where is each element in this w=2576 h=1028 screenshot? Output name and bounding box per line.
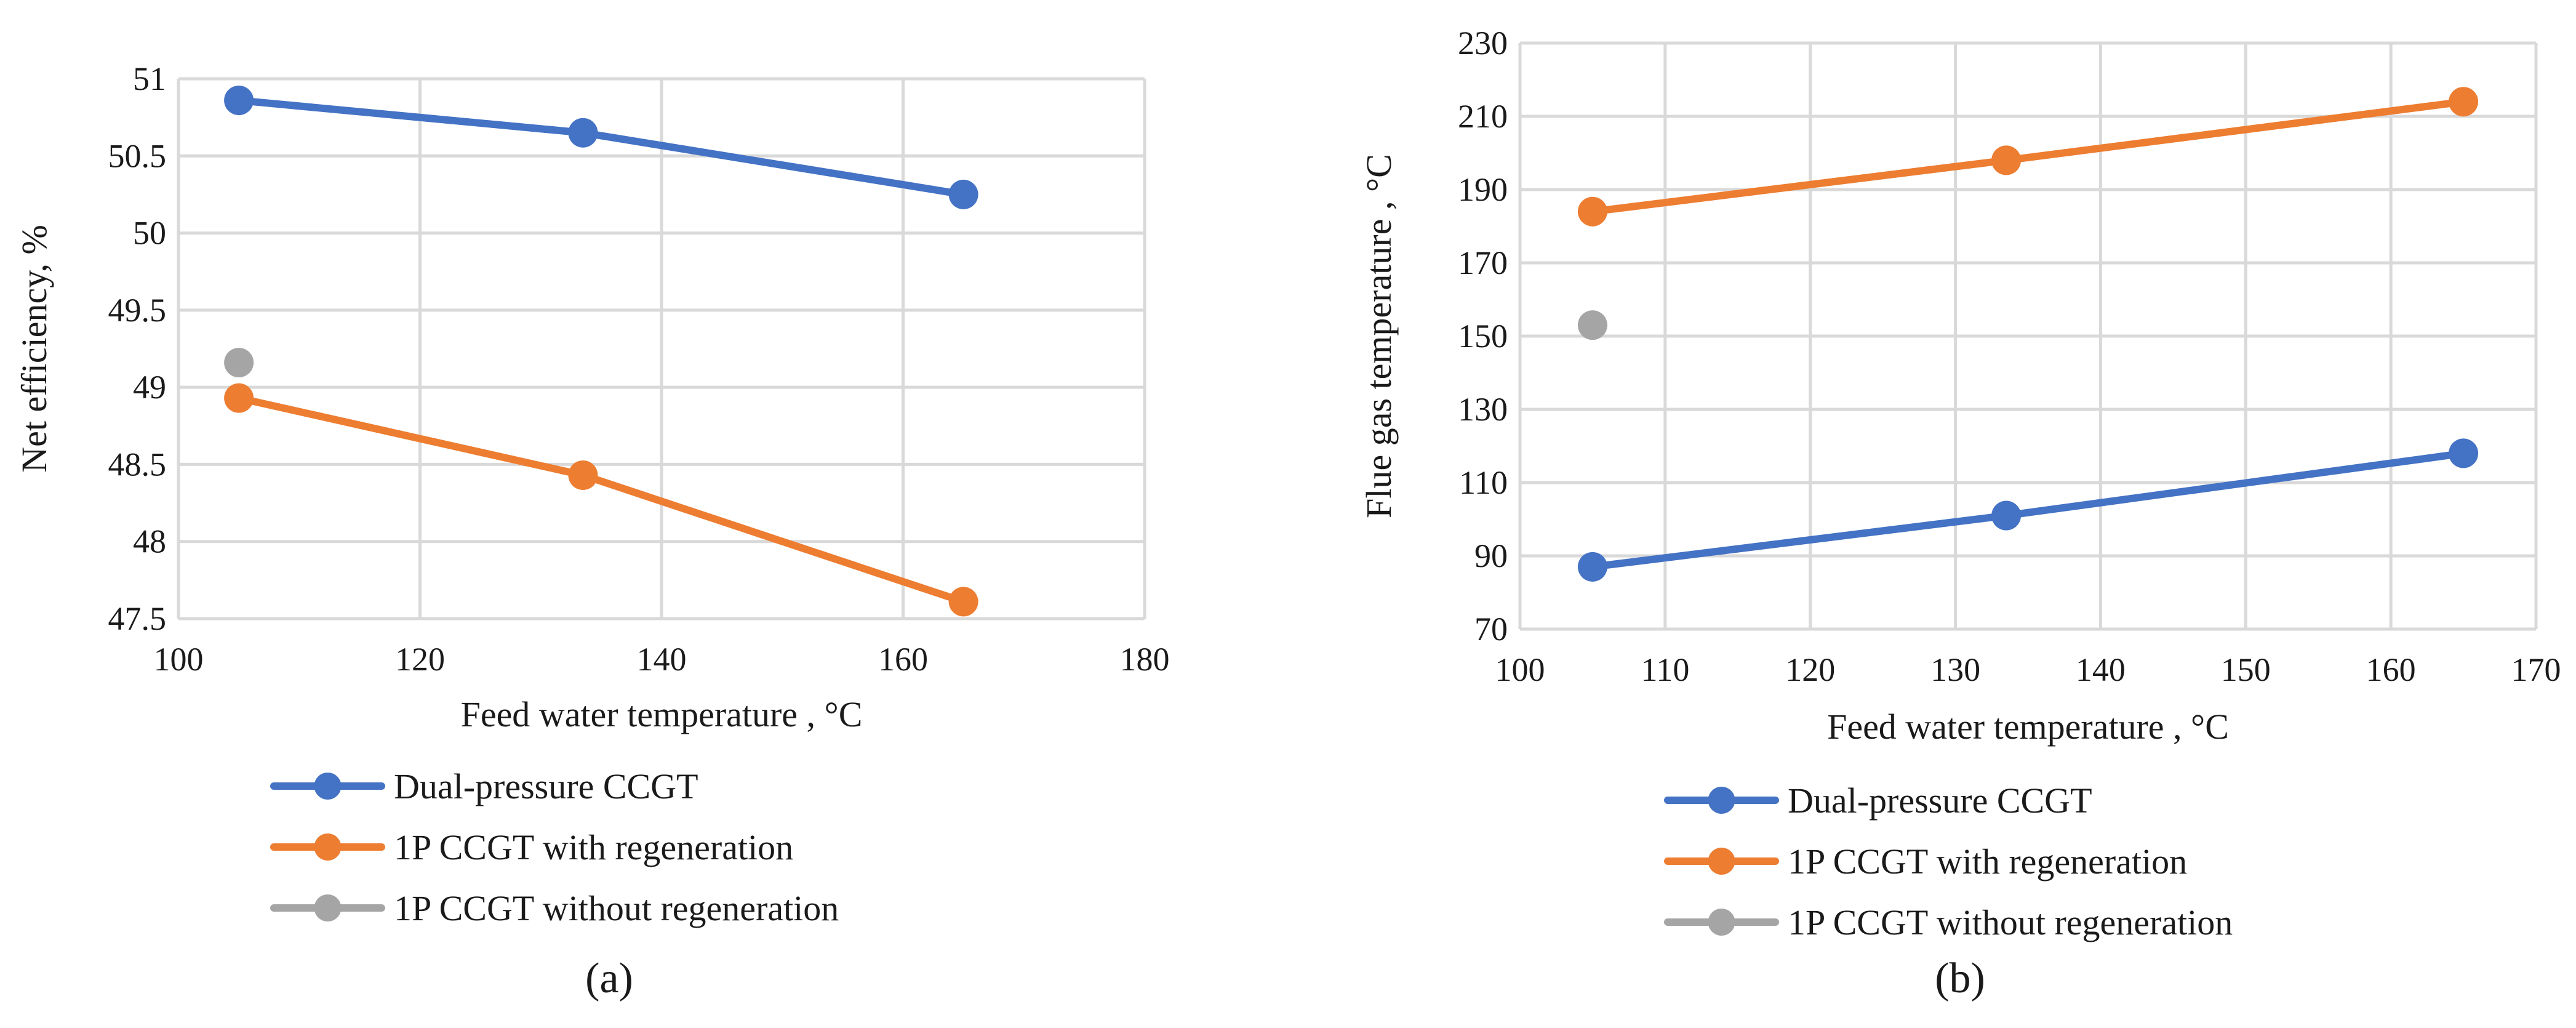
legend-entry: 1P CCGT with regeneration bbox=[1664, 841, 2187, 881]
data-point bbox=[224, 383, 254, 413]
x-axis-title: Feed water temperature , °C bbox=[1827, 707, 2229, 747]
series-line bbox=[235, 97, 967, 198]
y-tick-label: 230 bbox=[1458, 25, 1508, 62]
legend-label: 1P CCGT with regeneration bbox=[394, 827, 793, 867]
legend-marker bbox=[314, 773, 342, 800]
series-0 bbox=[1577, 438, 2479, 582]
legend-label: Dual-pressure CCGT bbox=[1788, 781, 2092, 821]
legend-entry: 1P CCGT without regeneration bbox=[1664, 902, 2233, 942]
data-point bbox=[2449, 87, 2479, 117]
y-tick-label: 49 bbox=[133, 369, 166, 406]
y-tick-label: 170 bbox=[1458, 244, 1508, 281]
legend-marker bbox=[314, 833, 342, 861]
y-tick-label: 48.5 bbox=[108, 446, 167, 483]
data-point bbox=[1577, 196, 1607, 227]
data-point bbox=[568, 460, 598, 490]
y-tick-label: 70 bbox=[1474, 611, 1508, 648]
series-0 bbox=[224, 86, 978, 209]
series-line bbox=[1588, 449, 2468, 571]
x-tick-label: 170 bbox=[2511, 651, 2561, 688]
x-tick-label: 150 bbox=[2221, 651, 2271, 688]
series-line bbox=[1588, 98, 2468, 215]
series-1 bbox=[224, 383, 978, 617]
series-line bbox=[235, 394, 967, 606]
panel-label: (b) bbox=[1935, 955, 1985, 1002]
y-tick-label: 50.5 bbox=[108, 137, 167, 174]
x-tick-label: 120 bbox=[395, 641, 445, 678]
data-point bbox=[224, 348, 254, 378]
y-tick-label: 51 bbox=[133, 60, 166, 97]
y-tick-label: 50 bbox=[133, 215, 166, 252]
y-axis-title: Net efficiency, % bbox=[14, 225, 54, 473]
legend-marker bbox=[1708, 909, 1735, 936]
legend-entry: Dual-pressure CCGT bbox=[270, 766, 698, 806]
legend-marker bbox=[1708, 848, 1735, 875]
x-tick-label: 160 bbox=[2366, 651, 2416, 688]
chart-b: 70 90 110 130 150 170 190 210 230 100 110 120 130 140… bbox=[1359, 25, 2561, 1002]
y-tick-label: 190 bbox=[1458, 171, 1508, 208]
series-1 bbox=[1577, 87, 2479, 227]
data-point bbox=[568, 118, 598, 148]
legend-label: 1P CCGT with regeneration bbox=[1788, 841, 2187, 881]
data-point bbox=[2449, 438, 2479, 468]
y-tick-label: 210 bbox=[1458, 98, 1508, 135]
y-tick-label: 110 bbox=[1459, 464, 1508, 501]
data-point bbox=[1991, 145, 2022, 175]
legend-entry: 1P CCGT with regeneration bbox=[270, 827, 793, 867]
x-tick-label: 160 bbox=[878, 641, 928, 678]
legend-entry: 1P CCGT without regeneration bbox=[270, 888, 839, 928]
y-axis-title: Flue gas temperature , °C bbox=[1359, 154, 1399, 518]
x-tick-label: 130 bbox=[1930, 651, 1980, 688]
y-tick-label: 47.5 bbox=[108, 600, 167, 637]
y-tick-label: 49.5 bbox=[108, 292, 167, 329]
legend-label: Dual-pressure CCGT bbox=[394, 766, 698, 806]
legend-label: 1P CCGT without regeneration bbox=[1788, 902, 2233, 942]
y-tick-label: 130 bbox=[1458, 391, 1508, 428]
data-point bbox=[948, 587, 978, 617]
y-tick-label: 90 bbox=[1474, 537, 1508, 574]
x-tick-label: 100 bbox=[154, 641, 204, 678]
x-tick-label: 180 bbox=[1120, 641, 1170, 678]
data-point bbox=[224, 86, 254, 116]
legend-marker bbox=[1708, 787, 1735, 814]
x-tick-label: 140 bbox=[637, 641, 687, 678]
y-tick-label: 150 bbox=[1458, 318, 1508, 355]
panel-label: (a) bbox=[585, 955, 633, 1002]
series-2 bbox=[1577, 310, 1607, 340]
data-point bbox=[1577, 552, 1607, 582]
legend-entry: Dual-pressure CCGT bbox=[1664, 781, 2092, 821]
x-axis-title: Feed water temperature , °C bbox=[461, 694, 863, 734]
x-tick-label: 120 bbox=[1785, 651, 1835, 688]
legend-label: 1P CCGT without regeneration bbox=[394, 888, 839, 928]
x-tick-label: 140 bbox=[2076, 651, 2126, 688]
data-point bbox=[948, 179, 978, 209]
data-point bbox=[1991, 500, 2022, 531]
x-tick-label: 110 bbox=[1641, 651, 1689, 688]
y-tick-label: 48 bbox=[133, 523, 166, 560]
data-point bbox=[1577, 310, 1607, 340]
x-tick-label: 100 bbox=[1495, 651, 1545, 688]
series-2 bbox=[224, 348, 254, 378]
chart-a: 47.5 48 48.5 49 49.5 50 50.5 51 100 120 140 160 180 F… bbox=[14, 60, 1170, 1002]
legend-marker bbox=[314, 894, 342, 922]
